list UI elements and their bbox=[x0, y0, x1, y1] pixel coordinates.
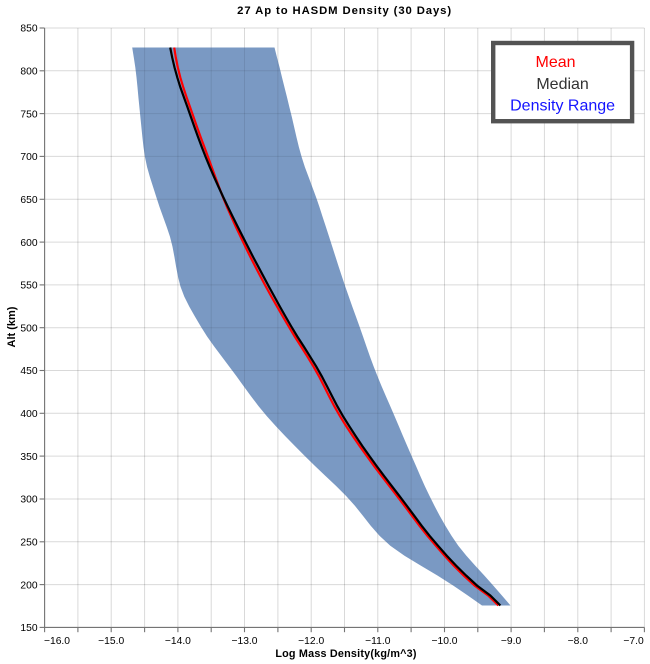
svg-text:750: 750 bbox=[20, 109, 37, 120]
svg-text:450: 450 bbox=[20, 366, 37, 377]
svg-text:Density Range: Density Range bbox=[510, 98, 615, 115]
svg-text:Alt (km): Alt (km) bbox=[6, 306, 18, 347]
svg-text:500: 500 bbox=[20, 323, 37, 334]
svg-text:27 Ap to HASDM Density (30 Day: 27 Ap to HASDM Density (30 Days) bbox=[237, 5, 452, 17]
svg-text:600: 600 bbox=[20, 238, 37, 249]
svg-text:Median: Median bbox=[536, 76, 588, 93]
svg-text:550: 550 bbox=[20, 281, 37, 292]
svg-text:Log Mass Density(kg/m^3): Log Mass Density(kg/m^3) bbox=[275, 648, 416, 660]
svg-text:850: 850 bbox=[20, 24, 37, 35]
svg-text:400: 400 bbox=[20, 409, 37, 420]
svg-text:−13.0: −13.0 bbox=[231, 636, 257, 647]
svg-text:−8.0: −8.0 bbox=[568, 636, 589, 647]
svg-text:−16.0: −16.0 bbox=[44, 636, 70, 647]
svg-text:−7.0: −7.0 bbox=[623, 636, 644, 647]
svg-text:−11.0: −11.0 bbox=[365, 636, 391, 647]
svg-text:−15.0: −15.0 bbox=[98, 636, 124, 647]
svg-text:700: 700 bbox=[20, 152, 37, 163]
svg-text:300: 300 bbox=[20, 495, 37, 506]
svg-text:250: 250 bbox=[20, 538, 37, 549]
svg-text:Mean: Mean bbox=[535, 54, 575, 71]
svg-text:800: 800 bbox=[20, 67, 37, 78]
svg-text:650: 650 bbox=[20, 195, 37, 206]
svg-text:−14.0: −14.0 bbox=[165, 636, 191, 647]
svg-text:200: 200 bbox=[20, 580, 37, 591]
svg-text:150: 150 bbox=[20, 623, 37, 634]
svg-text:−10.0: −10.0 bbox=[431, 636, 457, 647]
svg-text:350: 350 bbox=[20, 452, 37, 463]
svg-text:−9.0: −9.0 bbox=[501, 636, 522, 647]
svg-text:−12.0: −12.0 bbox=[298, 636, 324, 647]
